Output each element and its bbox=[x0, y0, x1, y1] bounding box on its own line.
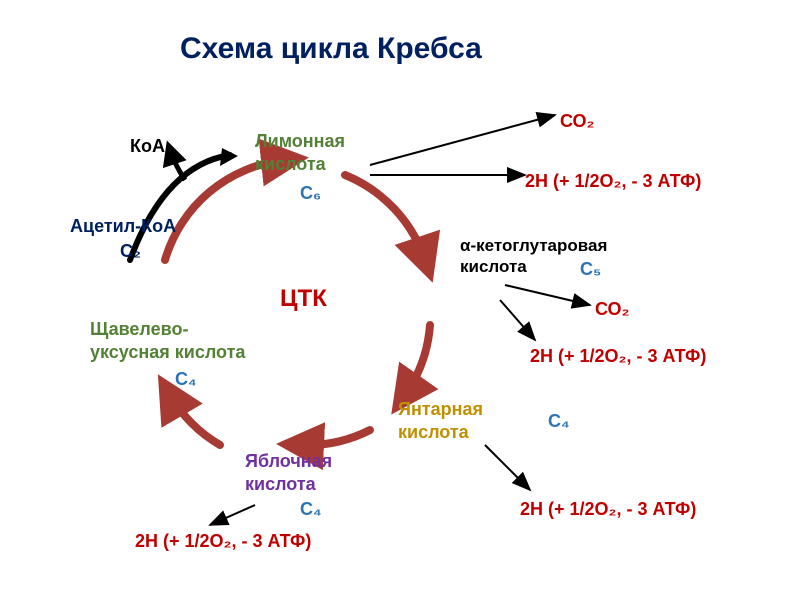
coa-out-arrow bbox=[170, 150, 185, 180]
label-citric-c6: С₆ bbox=[300, 182, 321, 205]
label-succ-c4: С₄ bbox=[548, 410, 570, 433]
diagram-title: Схема цикла Кребса bbox=[180, 32, 482, 66]
acetyl-arc-head bbox=[220, 148, 238, 166]
label-koa: КоА bbox=[130, 135, 165, 158]
label-oxalo-c4: С₄ bbox=[175, 368, 197, 391]
center-label-tca: ЦТК bbox=[280, 285, 327, 313]
label-keto-c5: С₅ bbox=[580, 258, 601, 281]
label-co2-2: СО₂ bbox=[595, 298, 630, 321]
label-malic-c4: С₄ bbox=[300, 498, 322, 521]
product-arrow bbox=[505, 285, 590, 305]
cycle-arc bbox=[345, 175, 425, 260]
cycle-arc bbox=[170, 395, 220, 445]
cycle-arc bbox=[405, 325, 430, 395]
cycle-arc bbox=[165, 160, 285, 260]
label-oxaloacetic: Щавелево-уксусная кислота bbox=[90, 318, 245, 363]
product-arrow bbox=[210, 505, 255, 525]
label-citric-acid: Лимоннаякислота bbox=[255, 130, 345, 175]
product-arrow bbox=[485, 445, 530, 490]
label-co2-1: СО₂ bbox=[560, 110, 595, 133]
label-acetyl-coa: Ацетил-КоА bbox=[70, 215, 176, 238]
label-2h-1: 2Н (+ 1/2О₂, - 3 АТФ) bbox=[525, 170, 701, 193]
label-2h-3: 2Н (+ 1/2О₂, - 3 АТФ) bbox=[520, 498, 696, 521]
label-2h-4: 2Н (+ 1/2О₂, - 3 АТФ) bbox=[135, 530, 311, 553]
label-succinic-acid: Янтарнаякислота bbox=[398, 398, 483, 443]
cycle-arc bbox=[300, 430, 370, 445]
label-2h-2: 2Н (+ 1/2О₂, - 3 АТФ) bbox=[530, 345, 706, 368]
acetyl-coa-arc bbox=[130, 155, 230, 260]
product-arrow bbox=[500, 300, 535, 340]
label-acetyl-c2: С₂ bbox=[120, 240, 141, 263]
product-arrow bbox=[370, 115, 555, 165]
label-malic-acid: Яблочнаякислота bbox=[245, 450, 332, 495]
